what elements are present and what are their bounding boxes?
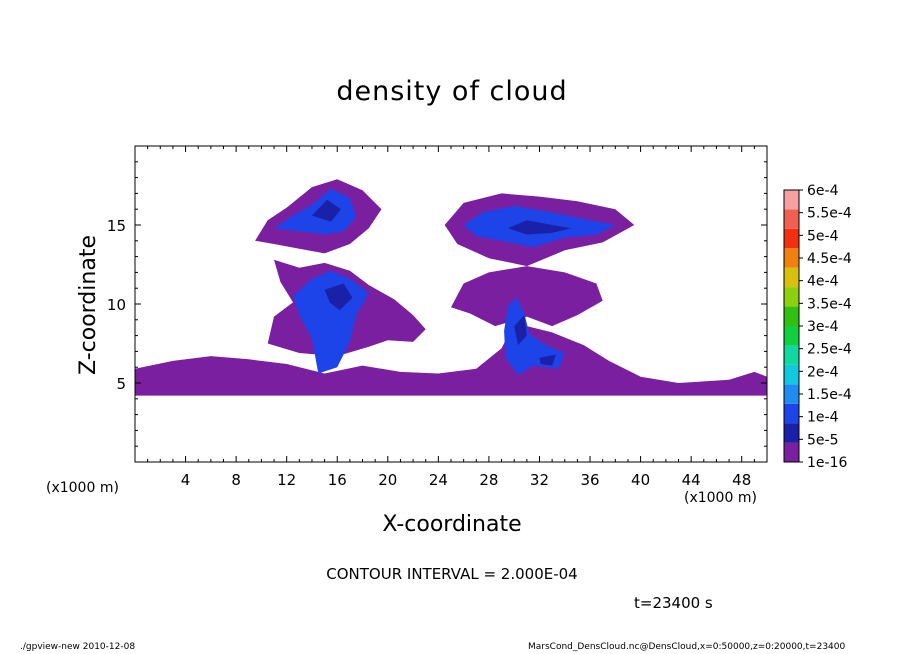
colorbar-swatch: [784, 267, 799, 288]
colorbar-label: 1e-16: [807, 455, 847, 471]
colorbar-swatch: [784, 248, 799, 268]
y-tick-label: 15: [107, 217, 126, 235]
x-tick-label: 20: [378, 471, 397, 489]
colorbar-swatch: [784, 364, 799, 385]
x-tick-label: 36: [580, 471, 599, 489]
cloud-region-low: [135, 323, 767, 396]
colorbar-label: 2e-4: [807, 364, 839, 380]
x-tick-label: 44: [682, 471, 701, 489]
colorbar-swatch: [784, 209, 799, 229]
x-tick-label: 48: [732, 471, 751, 489]
colorbar-swatch: [784, 345, 799, 365]
colorbar-label: 4e-4: [807, 274, 839, 290]
colorbar-label: 5e-5: [807, 432, 838, 448]
x-tick-label: 4: [181, 471, 191, 489]
x-unit-label-left: (x1000 m): [46, 480, 119, 496]
colorbar-label: 3.5e-4: [807, 296, 852, 312]
colorbar-label: 1e-4: [807, 410, 839, 426]
x-axis-label: X-coordinate: [382, 512, 522, 537]
y-axis-label: Z-coordinate: [76, 235, 101, 375]
colorbar-label: 5.5e-4: [807, 206, 852, 222]
chart-title: density of cloud: [336, 76, 568, 107]
x-axis: 4 8 12 16 20 24 28 32 36 40 44 48: [147, 146, 755, 489]
colorbar-label: 3e-4: [807, 319, 839, 335]
footer-right-text: MarsCond_DensCloud.nc@DensCloud,x=0:5000…: [528, 642, 846, 652]
x-tick-label: 8: [231, 471, 241, 489]
cloud-region-low: [451, 266, 603, 327]
y-axis: 5 10 15: [107, 161, 767, 447]
x-unit-label-right: (x1000 m): [684, 490, 757, 506]
colorbar-label: 4.5e-4: [807, 251, 852, 267]
colorbar-swatch: [784, 442, 799, 462]
colorbar-swatch: [784, 190, 799, 210]
cloud-region-core: [312, 199, 341, 222]
colorbar: 1e-16 5e-5 1e-4 1.5e-4 2e-4 2.5e-4 3e-4 3.5e-4 4…: [783, 183, 852, 471]
colorbar-swatch: [784, 306, 799, 326]
contour-interval-label: CONTOUR INTERVAL = 2.000E-04: [326, 565, 578, 583]
colorbar-swatch: [784, 287, 799, 307]
cloud-region-core: [324, 283, 353, 311]
colorbar-label: 1.5e-4: [807, 387, 852, 403]
y-tick-label: 10: [107, 296, 126, 314]
colorbar-label: 2.5e-4: [807, 342, 852, 358]
x-tick-label: 28: [479, 471, 498, 489]
colorbar-swatch: [784, 403, 799, 424]
cloud-region-mid: [274, 188, 357, 235]
x-tick-label: 24: [429, 471, 448, 489]
colorbar-swatch: [784, 384, 799, 404]
cloud-region-core: [539, 354, 556, 366]
plot-frame: [134, 145, 768, 463]
colorbar-swatch: [784, 326, 799, 346]
footer-left-text: ./gpview-new 2010-12-08: [20, 642, 136, 652]
y-tick-label: 5: [116, 375, 126, 393]
cloud-region-core: [514, 315, 527, 346]
x-tick-label: 32: [530, 471, 549, 489]
x-tick-label: 16: [328, 471, 347, 489]
colorbar-label: 6e-4: [807, 183, 839, 199]
time-label: t=23400 s: [634, 594, 713, 612]
cloud-region-mid: [504, 297, 565, 376]
cloud-region-core: [507, 220, 572, 235]
colorbar-swatch: [784, 228, 799, 249]
colorbar-label: 5e-4: [807, 228, 839, 244]
x-tick-label: 40: [631, 471, 650, 489]
x-tick-label: 12: [277, 471, 296, 489]
colorbar-swatch: [784, 423, 799, 443]
cloud-density-field: [135, 179, 767, 396]
